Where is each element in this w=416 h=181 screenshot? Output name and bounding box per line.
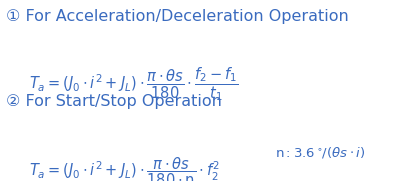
Text: ② For Start/Stop Operation: ② For Start/Stop Operation [6, 94, 222, 109]
Text: ① For Acceleration/Deceleration Operation: ① For Acceleration/Deceleration Operatio… [6, 9, 349, 24]
Text: $T_a = (J_0 \cdot i^2 + J_L) \cdot \dfrac{\pi \cdot \theta s}{180} \cdot \dfrac{: $T_a = (J_0 \cdot i^2 + J_L) \cdot \dfra… [29, 65, 239, 103]
Text: $T_a = (J_0 \cdot i^2 + J_L) \cdot \dfrac{\pi \cdot \theta s}{180 \cdot \mathrm{: $T_a = (J_0 \cdot i^2 + J_L) \cdot \dfra… [29, 156, 220, 181]
Text: $\mathrm{n} : 3.6^\circ\!/(\theta s \cdot i)$: $\mathrm{n} : 3.6^\circ\!/(\theta s \cdo… [275, 145, 365, 160]
